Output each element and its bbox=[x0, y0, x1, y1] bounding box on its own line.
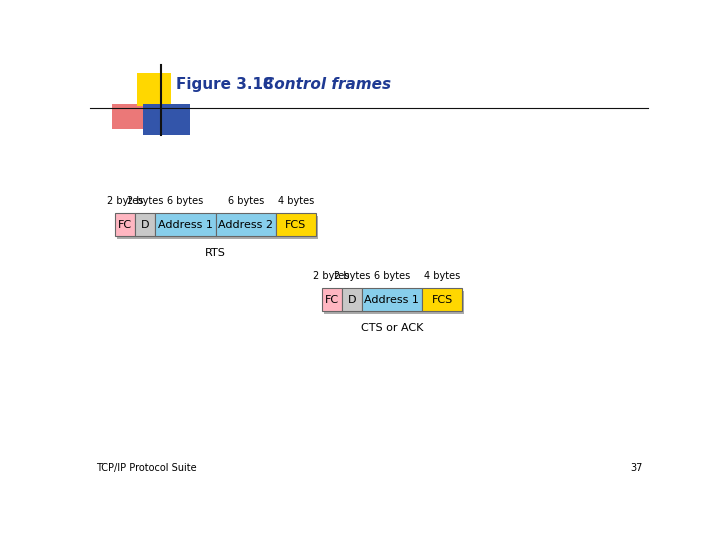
Text: Control frames: Control frames bbox=[263, 77, 391, 92]
Text: 2 bytes: 2 bytes bbox=[107, 196, 143, 206]
Text: D: D bbox=[141, 220, 150, 230]
Text: 4 bytes: 4 bytes bbox=[278, 196, 314, 206]
Bar bbox=[324, 291, 464, 314]
Text: FCS: FCS bbox=[285, 220, 307, 230]
Bar bbox=[422, 288, 462, 311]
Bar bbox=[156, 213, 215, 237]
Bar bbox=[135, 213, 156, 237]
Text: 4 bytes: 4 bytes bbox=[424, 271, 460, 281]
Text: 6 bytes: 6 bytes bbox=[167, 196, 204, 206]
Text: FC: FC bbox=[325, 295, 338, 305]
Text: FC: FC bbox=[118, 220, 132, 230]
Text: 2 bytes: 2 bytes bbox=[127, 196, 163, 206]
Bar bbox=[143, 104, 190, 136]
Text: CTS or ACK: CTS or ACK bbox=[361, 323, 423, 333]
Text: Address 2: Address 2 bbox=[218, 220, 273, 230]
Bar bbox=[361, 288, 422, 311]
Text: Figure 3.18: Figure 3.18 bbox=[176, 77, 274, 92]
Text: 6 bytes: 6 bytes bbox=[374, 271, 410, 281]
Bar bbox=[115, 213, 135, 237]
Bar bbox=[276, 213, 316, 237]
Text: RTS: RTS bbox=[205, 248, 226, 258]
Text: Address 1: Address 1 bbox=[364, 295, 419, 305]
Bar bbox=[215, 213, 276, 237]
Text: TCP/IP Protocol Suite: TCP/IP Protocol Suite bbox=[96, 463, 197, 473]
Bar bbox=[342, 288, 361, 311]
Bar bbox=[112, 104, 145, 129]
Text: 6 bytes: 6 bytes bbox=[228, 196, 264, 206]
Text: 37: 37 bbox=[630, 463, 642, 473]
Bar bbox=[322, 288, 342, 311]
Text: 2 bytes: 2 bytes bbox=[333, 271, 370, 281]
Bar bbox=[117, 216, 318, 239]
Text: FCS: FCS bbox=[431, 295, 453, 305]
Text: 2 bytes: 2 bytes bbox=[313, 271, 350, 281]
Text: D: D bbox=[348, 295, 356, 305]
Bar bbox=[138, 73, 171, 106]
Text: Address 1: Address 1 bbox=[158, 220, 213, 230]
